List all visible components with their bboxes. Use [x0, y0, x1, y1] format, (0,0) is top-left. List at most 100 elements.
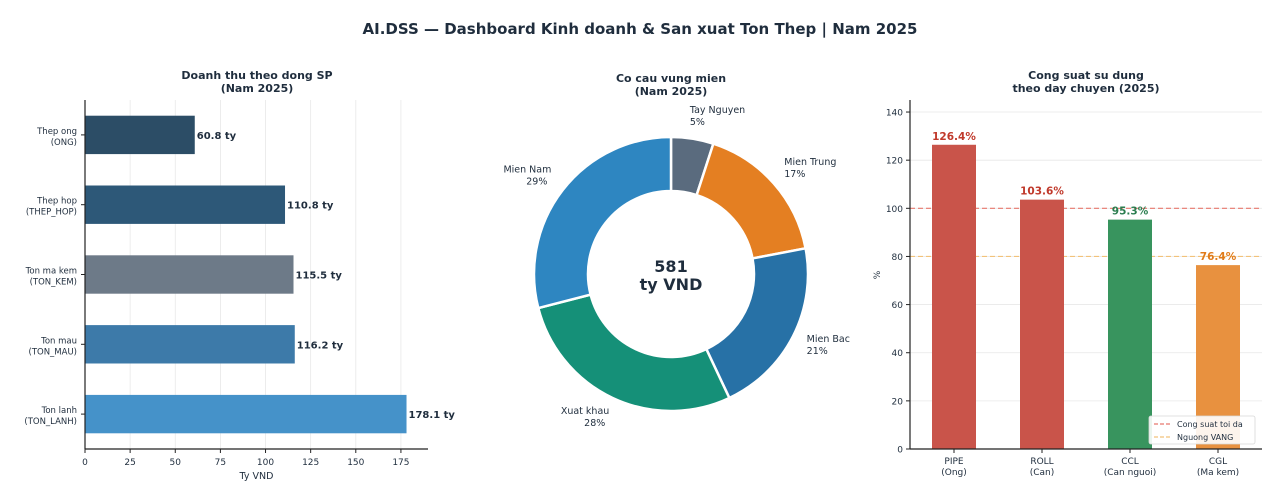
revenue-category-label-line: Thep ong [36, 127, 77, 137]
y-tick-label: 20 [892, 397, 904, 407]
revenue-category-label-line: (TON_LANH) [24, 417, 77, 427]
capacity-bar-label: 95.3% [1112, 206, 1149, 218]
capacity-category-label: CGL (Ma kem) [1197, 457, 1239, 478]
region-slice-name: Mien Trung [784, 157, 836, 168]
capacity-bar-label: 103.6% [1020, 186, 1064, 198]
capacity-chart-title-line: theo day chuyen (2025) [1012, 82, 1159, 95]
region-chart-title-line: (Nam 2025) [635, 85, 708, 98]
capacity-category-label-line: (Can) [1030, 468, 1055, 478]
revenue-bar-label: 60.8 ty [197, 131, 237, 142]
capacity-category-label-line: ROLL [1030, 457, 1053, 467]
region-slice-name: Xuat khau [561, 406, 609, 417]
region-slice-label: Tay Nguyen [689, 105, 745, 116]
x-axis-title: Ty VND [239, 471, 274, 482]
revenue-bar [85, 185, 286, 224]
y-axis-title: % [873, 270, 883, 279]
x-tick-label: 75 [215, 458, 226, 468]
legend-box [1148, 415, 1256, 445]
page-title: AI.DSS — Dashboard Kinh doanh & San xuat… [363, 20, 918, 39]
revenue-category-label: Ton lanh (TON_LANH) [24, 406, 77, 427]
revenue-chart: Doanh thu theo dong SP (Nam 2025) 0 25 50 75 1… [24, 69, 455, 482]
y-tick-label: 100 [886, 205, 903, 215]
capacity-category-label: CCL (Can nguoi) [1104, 457, 1157, 478]
revenue-category-label-line: Ton ma kem [25, 267, 77, 277]
legend-label: Nguong VANG [1177, 433, 1233, 442]
x-tick-label: 175 [392, 458, 409, 468]
region-slice [536, 293, 731, 413]
donut-center-unit: ty VND [640, 275, 703, 294]
revenue-bar-label: 110.8 ty [287, 201, 334, 212]
y-tick-label: 80 [892, 253, 904, 263]
capacity-category-label-line: CGL [1209, 457, 1227, 467]
y-tick-label: 140 [886, 109, 903, 119]
x-tick-label: 50 [170, 458, 182, 468]
region-slice-pct: 5% [690, 117, 705, 128]
revenue-category-label-line: Ton lanh [41, 406, 77, 416]
region-slice-pct: 28% [584, 418, 605, 429]
region-slice-pct: 29% [526, 177, 547, 188]
x-tick-label: 25 [124, 458, 135, 468]
legend-label: Cong suat toi da [1177, 420, 1243, 429]
capacity-chart-title: Cong suat su dung theo day chuyen (2025) [1012, 69, 1159, 95]
region-slice-pct: 21% [807, 346, 828, 357]
revenue-bar-label: 116.2 ty [297, 340, 344, 351]
capacity-bar-label: 76.4% [1200, 251, 1237, 263]
revenue-bar-label: 115.5 ty [296, 271, 343, 282]
revenue-category-label: Thep hop (THEP_HOP) [26, 197, 77, 218]
region-slice [704, 246, 810, 400]
x-tick-label: 0 [82, 458, 88, 468]
revenue-category-label-line: (TON_MAU) [29, 347, 78, 357]
revenue-chart-title: Doanh thu theo dong SP (Nam 2025) [181, 69, 332, 95]
x-tick-label: 125 [302, 458, 319, 468]
capacity-bar-label: 126.4% [932, 131, 976, 143]
revenue-category-label: Thep ong (ONG) [36, 127, 77, 148]
capacity-category-label-line: PIPE [944, 457, 964, 467]
revenue-chart-title-line: (Nam 2025) [221, 82, 294, 95]
revenue-category-label-line: (THEP_HOP) [26, 208, 77, 218]
x-tick-label: 150 [347, 458, 364, 468]
revenue-category-label: Ton ma kem (TON_KEM) [25, 267, 77, 288]
y-tick-label: 40 [892, 349, 904, 359]
capacity-category-label-line: (Can nguoi) [1104, 468, 1157, 478]
capacity-category-label: PIPE (Ong) [941, 457, 967, 478]
capacity-category-label-line: (Ma kem) [1197, 468, 1239, 478]
region-slice-name: Tay Nguyen [689, 105, 745, 116]
revenue-category-label-line: Ton mau [40, 336, 77, 346]
capacity-category-label-line: (Ong) [941, 468, 967, 478]
region-slice-name: Mien Bac [807, 334, 850, 345]
y-tick-label: 120 [886, 157, 903, 167]
y-tick-label: 0 [897, 446, 903, 456]
region-slice-name: Mien Nam [503, 165, 551, 176]
y-tick-label: 60 [892, 301, 904, 311]
capacity-chart: Cong suat su dung theo day chuyen (2025) 0… [873, 69, 1262, 478]
capacity-category-label-line: CCL [1121, 457, 1139, 467]
revenue-category-label-line: (ONG) [51, 138, 77, 148]
revenue-bar-label: 178.1 ty [409, 410, 456, 421]
region-chart-title: Co cau vung mien (Nam 2025) [616, 72, 726, 98]
revenue-bar [85, 115, 195, 155]
capacity-bar [932, 144, 976, 449]
x-tick-label: 100 [257, 458, 274, 468]
region-slice-label: Mien Nam [503, 165, 551, 176]
revenue-category-label: Ton mau (TON_MAU) [29, 336, 78, 357]
capacity-legend: Cong suat toi da Nguong VANG [1148, 415, 1256, 445]
capacity-bar [1108, 219, 1152, 449]
capacity-category-label: ROLL (Can) [1030, 457, 1055, 478]
region-chart-title-line: Co cau vung mien [616, 72, 726, 85]
revenue-category-label-line: Thep hop [36, 197, 77, 207]
region-slice-pct: 17% [784, 169, 805, 180]
revenue-bar [85, 325, 295, 364]
revenue-bar [85, 255, 294, 294]
region-slice [532, 135, 673, 310]
revenue-category-label-line: (TON_KEM) [30, 278, 77, 288]
region-slice-label: Mien Bac [807, 334, 850, 345]
revenue-chart-title-line: Doanh thu theo dong SP [181, 69, 332, 82]
capacity-bar [1020, 199, 1064, 449]
region-slice-label: Mien Trung [784, 157, 836, 168]
donut-center-value: 581 [654, 257, 687, 276]
revenue-bar [85, 394, 407, 434]
region-slice-label: Xuat khau [561, 406, 609, 417]
capacity-chart-title-line: Cong suat su dung [1028, 69, 1144, 82]
